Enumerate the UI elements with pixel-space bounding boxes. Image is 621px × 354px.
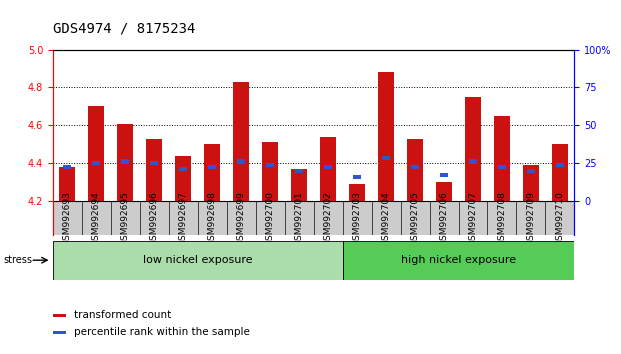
Bar [53,201,82,235]
Bar [266,163,274,167]
Bar [60,167,75,201]
Bar [430,201,458,235]
Text: GSM992709: GSM992709 [527,191,535,246]
Bar [140,201,169,235]
Text: GSM992696: GSM992696 [150,191,159,246]
Bar [121,159,129,164]
Bar [494,116,510,201]
Text: GSM992698: GSM992698 [207,191,217,246]
Bar [237,159,245,164]
Bar [53,314,66,317]
Bar [498,165,506,169]
Bar [353,175,361,179]
Bar [545,201,574,235]
Bar [262,143,278,201]
Text: GSM992693: GSM992693 [63,191,72,246]
Bar [233,82,249,201]
Bar [111,201,140,235]
Bar [407,139,423,201]
Bar [517,201,545,235]
Bar [256,201,284,235]
Bar [82,201,111,235]
Bar [53,241,343,280]
Bar [204,144,220,201]
Text: high nickel exposure: high nickel exposure [401,255,516,265]
Bar [175,156,191,201]
Text: GSM992705: GSM992705 [410,191,420,246]
Text: GDS4974 / 8175234: GDS4974 / 8175234 [53,21,195,35]
Bar [343,241,574,280]
Bar [371,201,401,235]
Text: GSM992707: GSM992707 [468,191,478,246]
Text: stress: stress [3,255,32,265]
Bar [208,165,216,169]
Bar [436,182,452,201]
Bar [458,201,487,235]
Bar [179,167,188,171]
Bar [527,169,535,173]
Bar [465,97,481,201]
Text: GSM992700: GSM992700 [266,191,274,246]
Text: low nickel exposure: low nickel exposure [143,255,253,265]
Text: GSM992701: GSM992701 [294,191,304,246]
Bar [382,155,390,160]
Text: transformed count: transformed count [74,310,171,320]
Bar [324,165,332,169]
Text: GSM992704: GSM992704 [381,191,391,246]
Bar [411,165,419,169]
Bar [487,201,517,235]
Bar [227,201,256,235]
Bar [53,331,66,334]
Bar [197,201,227,235]
Bar [552,144,568,201]
Bar [440,173,448,177]
Bar [291,169,307,201]
Bar [92,161,101,165]
Bar [343,201,371,235]
Text: GSM992695: GSM992695 [120,191,130,246]
Text: GSM992708: GSM992708 [497,191,507,246]
Bar [556,163,564,167]
Text: GSM992702: GSM992702 [324,191,333,246]
Bar [147,139,162,201]
Text: GSM992697: GSM992697 [179,191,188,246]
Text: GSM992694: GSM992694 [92,191,101,246]
Bar [469,159,477,164]
Bar [284,201,314,235]
Bar [295,169,303,173]
Bar [320,137,336,201]
Bar [63,165,71,169]
Text: GSM992710: GSM992710 [555,191,564,246]
Text: GSM992706: GSM992706 [440,191,448,246]
Bar [401,201,430,235]
Text: percentile rank within the sample: percentile rank within the sample [74,327,250,337]
Bar [523,165,539,201]
Text: GSM992703: GSM992703 [353,191,361,246]
Bar [150,161,158,165]
Bar [88,107,104,201]
Bar [378,72,394,201]
Bar [117,124,134,201]
Bar [349,184,365,201]
Bar [169,201,197,235]
Text: GSM992699: GSM992699 [237,191,246,246]
Bar [314,201,343,235]
